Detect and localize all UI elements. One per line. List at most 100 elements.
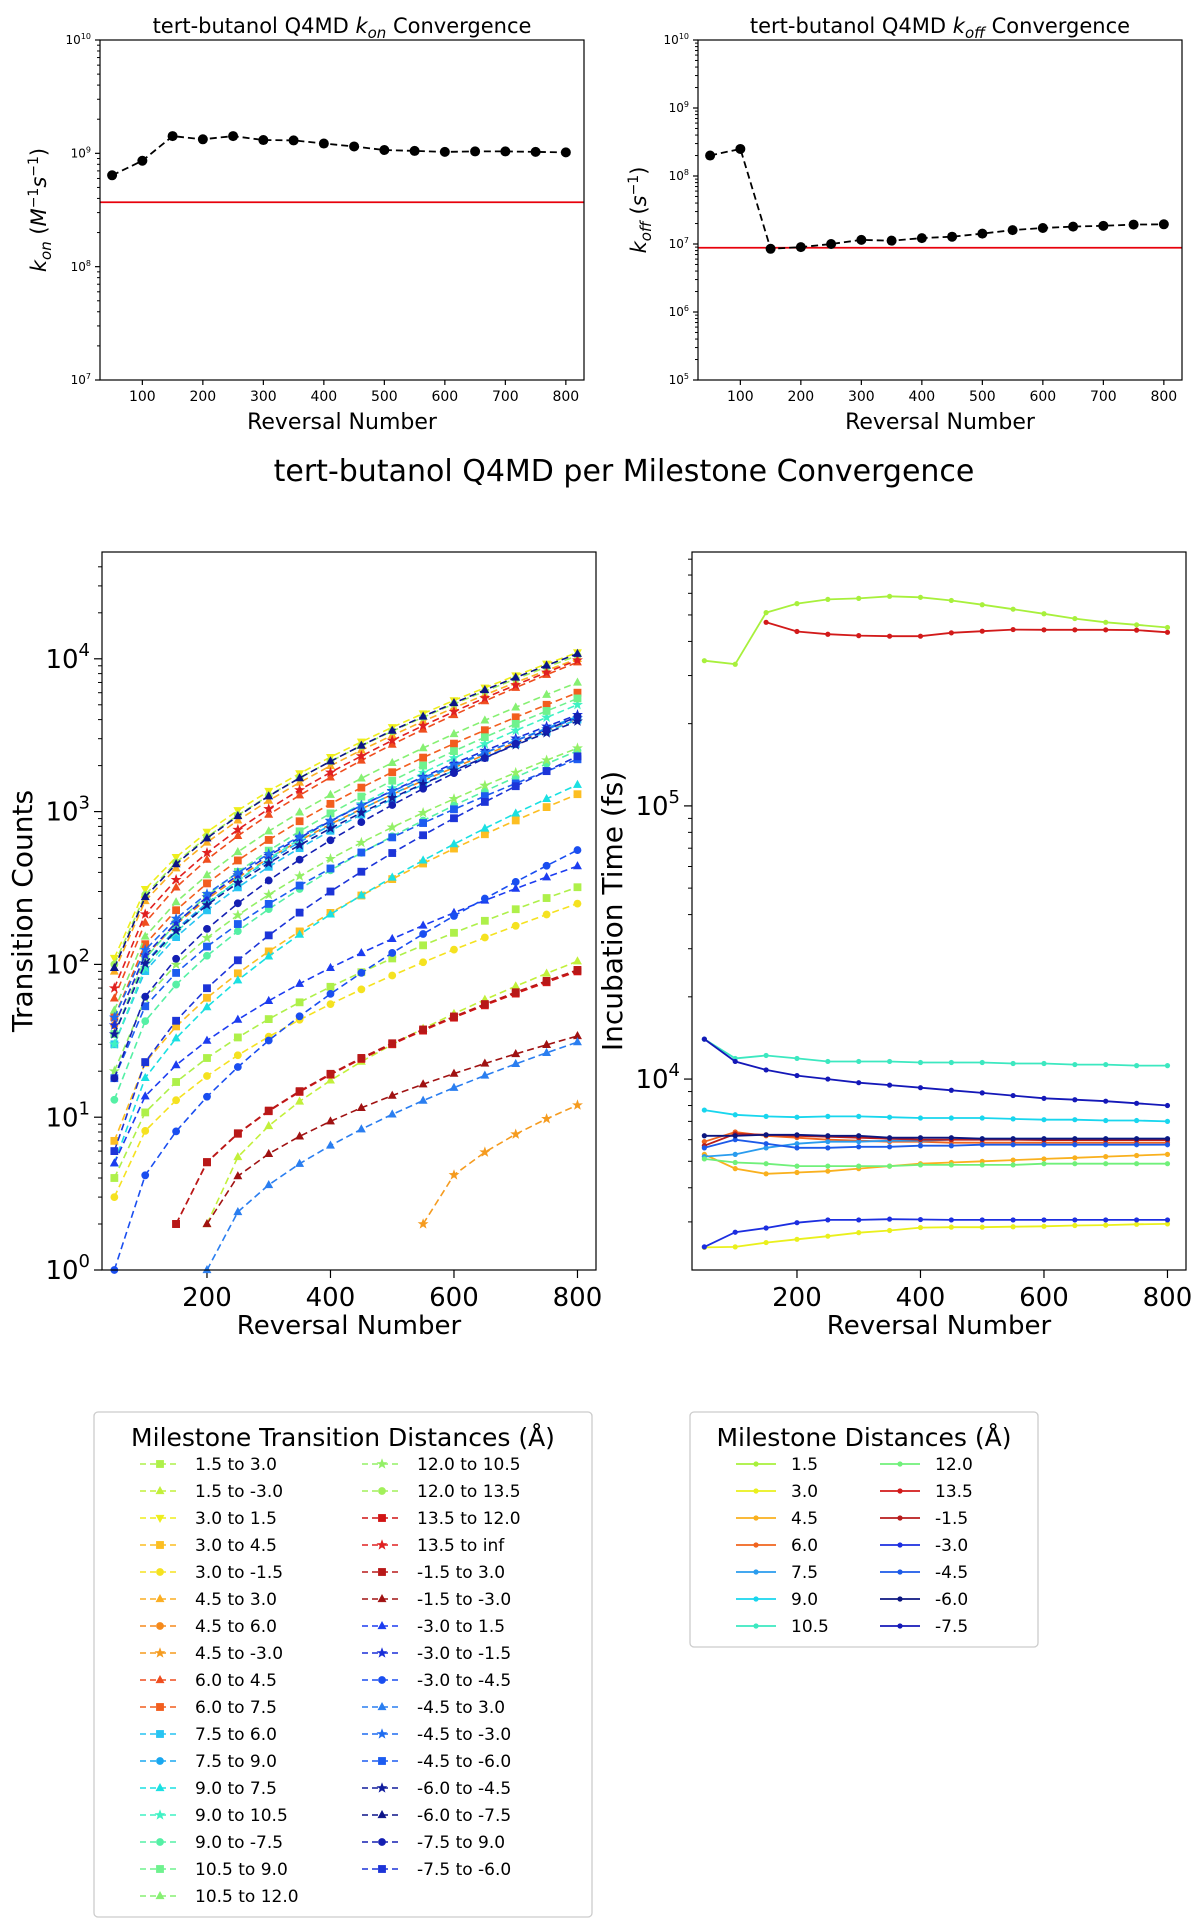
count-series-line bbox=[175, 969, 578, 1225]
count-data-point bbox=[233, 815, 243, 824]
x-tick-label: 300 bbox=[250, 389, 277, 405]
count-data-point bbox=[140, 885, 150, 895]
incubation-data-point bbox=[1103, 1142, 1109, 1148]
legend-label: 3.0 to 1.5 bbox=[195, 1509, 277, 1529]
incubation-data-point bbox=[887, 593, 893, 599]
incubation-data-point bbox=[1103, 1136, 1109, 1142]
count-data-point bbox=[480, 823, 490, 832]
incubation-data-point bbox=[948, 1059, 954, 1066]
count-data-point bbox=[542, 1047, 552, 1056]
incubation-data-point bbox=[948, 1162, 954, 1168]
incubation-data-point bbox=[763, 1145, 769, 1151]
count-data-point bbox=[110, 1136, 119, 1145]
legend-label: 10.5 to 12.0 bbox=[195, 1887, 299, 1907]
count-data-point bbox=[264, 876, 273, 885]
kon-plot-area: 107 108 109 1010 100 200 300 400 500 600 700 800 bbox=[66, 32, 585, 405]
count-data-point bbox=[294, 870, 306, 881]
count-data-point bbox=[573, 694, 582, 703]
count-data-point bbox=[295, 881, 304, 890]
transition-legend-entries: 1.5 to 3.0 1.5 to -3.0 3.0 to 1.5 3.0 to 4.… bbox=[140, 1455, 521, 1907]
incubation-data-point bbox=[1072, 1097, 1078, 1103]
incubation-data-point bbox=[887, 1135, 893, 1141]
legend-label: 12.0 to 13.5 bbox=[417, 1482, 521, 1502]
count-data-point bbox=[448, 1169, 460, 1180]
legend-marker bbox=[753, 1596, 759, 1602]
rate-data-point bbox=[409, 145, 420, 156]
count-series-line bbox=[113, 704, 578, 1045]
incubation-data-point bbox=[1103, 1117, 1109, 1124]
rate-data-point bbox=[856, 234, 867, 245]
incubation-series-line bbox=[704, 1223, 1168, 1249]
y-tick-label: 109 bbox=[669, 100, 689, 115]
axes-frame bbox=[697, 39, 1183, 381]
legend-marker bbox=[155, 1594, 165, 1603]
count-series-line bbox=[113, 849, 578, 1270]
y-tick-label: 105 bbox=[669, 372, 689, 387]
count-series-line bbox=[113, 750, 578, 1101]
count-data-point bbox=[418, 711, 428, 720]
y-tick-label: 108 bbox=[71, 259, 91, 274]
legend-label: 4.5 to -3.0 bbox=[195, 1644, 283, 1664]
count-data-point bbox=[202, 1035, 212, 1044]
legend-marker bbox=[155, 1486, 165, 1495]
legend-marker bbox=[156, 1460, 164, 1468]
x-tick-label: 700 bbox=[1090, 389, 1117, 405]
count-data-point bbox=[541, 666, 553, 678]
count-data-point bbox=[419, 958, 427, 967]
y-tick-label: 102 bbox=[45, 946, 90, 981]
count-data-point bbox=[233, 1051, 242, 1060]
count-data-point bbox=[295, 790, 305, 799]
milestone-legend-entries: 1.5 3.0 4.5 6.0 7.5 9.0 10.5 12.0 13.5 -1.5 -3.0 -4… bbox=[736, 1455, 973, 1637]
count-data-point bbox=[542, 976, 551, 985]
count-data-point bbox=[480, 715, 490, 724]
koff-chart: tert-butanol Q4MD koff Convergence 10510… bbox=[626, 14, 1183, 435]
count-data-point bbox=[573, 899, 582, 908]
legend-label: -1.5 to -3.0 bbox=[417, 1590, 511, 1610]
count-data-point bbox=[326, 799, 335, 808]
incubation-data-point bbox=[794, 601, 800, 607]
count-data-point bbox=[139, 957, 151, 969]
count-series-line bbox=[422, 1104, 578, 1225]
count-data-point bbox=[387, 725, 397, 734]
incubation-data-point bbox=[1041, 1060, 1047, 1067]
legend-label: -7.5 to 9.0 bbox=[417, 1833, 505, 1853]
y-tick-label: 108 bbox=[669, 168, 689, 183]
count-data-point bbox=[263, 888, 275, 900]
legend-marker bbox=[155, 1891, 165, 1900]
legend-marker bbox=[156, 1541, 164, 1549]
legend-marker bbox=[753, 1569, 759, 1575]
count-data-point bbox=[450, 945, 458, 954]
count-data-point bbox=[480, 685, 490, 694]
count-data-point bbox=[295, 908, 304, 917]
count-data-point bbox=[542, 872, 552, 881]
legend-marker bbox=[378, 1838, 386, 1846]
count-data-point bbox=[450, 739, 458, 748]
count-data-point bbox=[141, 1171, 150, 1180]
legend-label: 1.5 to -3.0 bbox=[195, 1482, 283, 1502]
incubation-data-point bbox=[856, 1139, 862, 1145]
legend-label: 9.0 bbox=[791, 1590, 818, 1610]
rate-data-point bbox=[137, 155, 148, 166]
incubation-data-point bbox=[1103, 1217, 1109, 1223]
count-data-point bbox=[386, 734, 398, 746]
legend-marker bbox=[154, 1647, 166, 1658]
incubation-data-point bbox=[732, 1058, 738, 1065]
count-data-point bbox=[172, 1078, 180, 1086]
incubation-data-point bbox=[917, 1085, 924, 1091]
incubation-data-point bbox=[701, 1107, 707, 1113]
count-data-point bbox=[357, 867, 366, 876]
rate-data-point bbox=[258, 135, 269, 146]
count-data-point bbox=[171, 882, 181, 891]
incubation-data-point bbox=[763, 1171, 769, 1177]
incubation-x-axis-label: Reversal Number bbox=[827, 1311, 1052, 1341]
legend-marker bbox=[156, 1838, 164, 1846]
count-series-line bbox=[113, 681, 578, 1011]
count-data-point bbox=[295, 807, 305, 816]
incubation-data-point bbox=[1103, 1161, 1109, 1167]
count-data-point bbox=[387, 757, 397, 766]
count-data-point bbox=[263, 857, 275, 868]
count-data-point bbox=[449, 839, 459, 848]
count-data-point bbox=[449, 1068, 459, 1077]
legend-label: 7.5 bbox=[791, 1563, 818, 1583]
figure-suptitle: tert-butanol Q4MD per Milestone Converge… bbox=[274, 454, 975, 489]
